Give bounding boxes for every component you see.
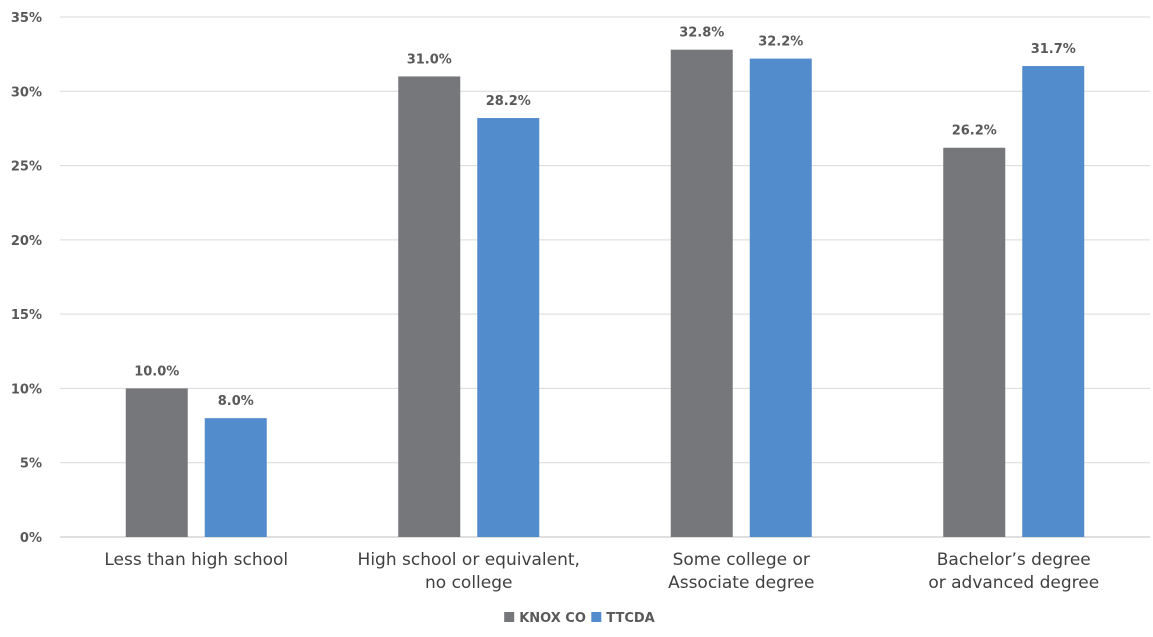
y-tick-label: 0% — [20, 531, 42, 546]
data-label: 28.2% — [486, 94, 531, 109]
legend-label: KNOX CO — [519, 611, 586, 626]
data-label: 8.0% — [218, 394, 254, 409]
legend-swatch — [591, 612, 602, 622]
x-tick-label: no college — [425, 573, 512, 593]
bar-ttcda — [477, 118, 540, 538]
x-tick-label: High school or equivalent, — [358, 550, 580, 570]
x-tick-label: Less than high school — [104, 550, 288, 570]
x-axis: Less than high school High school or equi… — [104, 550, 1099, 593]
x-tick-label: Some college or — [673, 550, 810, 570]
y-tick-label: 10% — [11, 382, 42, 397]
data-label: 26.2% — [952, 124, 997, 139]
y-tick-label: 35% — [11, 11, 42, 26]
y-tick-label: 30% — [11, 85, 42, 100]
y-tick-label: 15% — [11, 308, 42, 323]
bar-knox-co — [398, 76, 461, 537]
bar-ttcda — [204, 418, 267, 537]
data-labels: 10.0% 8.0% 31.0% 28.2% 32.8% 32.2% 26.2% 31.7% — [134, 26, 1076, 409]
y-tick-label: 20% — [11, 234, 42, 249]
data-label: 31.0% — [407, 52, 452, 67]
bar-knox-co — [125, 388, 188, 537]
x-tick-label: Bachelor’s degree — [937, 550, 1091, 570]
bar-knox-co — [943, 147, 1006, 537]
legend-label: TTCDA — [606, 611, 654, 626]
data-label: 32.8% — [679, 26, 724, 41]
y-tick-label: 5% — [20, 457, 42, 472]
data-label: 32.2% — [758, 35, 803, 50]
data-label: 31.7% — [1031, 42, 1076, 57]
y-tick-label: 25% — [11, 160, 42, 175]
data-label: 10.0% — [134, 364, 179, 379]
bar-knox-co — [670, 49, 733, 537]
x-tick-label: Associate degree — [668, 573, 814, 593]
x-tick-label: or advanced degree — [928, 573, 1099, 593]
legend: KNOX CO TTCDA — [504, 611, 655, 626]
bar-ttcda — [749, 58, 812, 537]
legend-swatch — [504, 612, 515, 622]
bars — [125, 49, 1085, 538]
y-axis: 0% 5% 10% 15% 20% 25% 30% 35% — [11, 11, 42, 546]
bar-ttcda — [1022, 66, 1085, 538]
